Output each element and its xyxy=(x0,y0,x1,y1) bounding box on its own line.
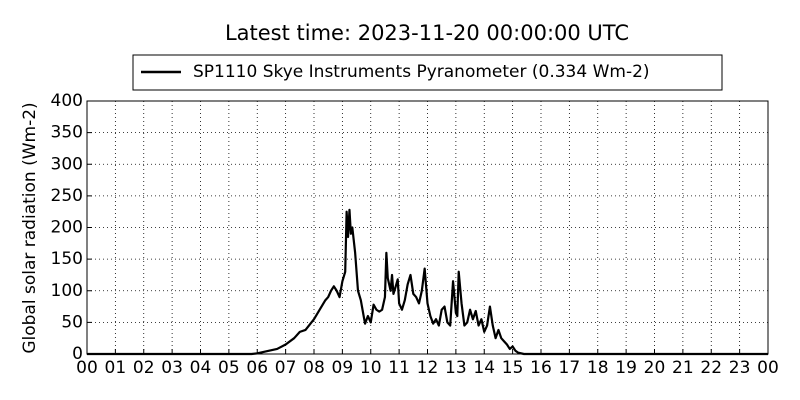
x-tick-label: 00 xyxy=(757,358,779,378)
x-tick-label: 19 xyxy=(615,358,637,378)
y-tick-label: 350 xyxy=(51,123,83,143)
x-tick-label: 03 xyxy=(161,358,183,378)
x-tick-label: 01 xyxy=(105,358,127,378)
plot-frame xyxy=(86,100,769,355)
x-tick-label: 20 xyxy=(644,358,666,378)
y-tick-label: 300 xyxy=(51,154,83,174)
x-tick-label: 04 xyxy=(190,358,212,378)
x-tick-label: 13 xyxy=(445,358,467,378)
x-tick-label: 00 xyxy=(76,358,98,378)
x-tick-label: 09 xyxy=(332,358,354,378)
y-axis-label: Global solar radiation (Wm-2) xyxy=(20,102,40,353)
x-tick-label: 21 xyxy=(672,358,694,378)
x-tick-label: 05 xyxy=(218,358,240,378)
legend-box xyxy=(132,54,723,91)
x-tick-label: 18 xyxy=(587,358,609,378)
y-tick-label: 50 xyxy=(61,312,83,332)
x-tick-label: 02 xyxy=(133,358,155,378)
y-tick-label: 100 xyxy=(51,281,83,301)
y-tick-label: 150 xyxy=(51,249,83,269)
chart-title: Latest time: 2023-11-20 00:00:00 UTC xyxy=(225,21,629,45)
x-tick-label: 14 xyxy=(473,358,495,378)
data-line xyxy=(87,208,768,356)
x-tick-label: 12 xyxy=(417,358,439,378)
y-tick-label: 200 xyxy=(51,218,83,238)
x-tick-label: 08 xyxy=(303,358,325,378)
legend-label: SP1110 Skye Instruments Pyranometer (0.3… xyxy=(193,62,650,82)
x-tick-label: 17 xyxy=(559,358,581,378)
y-tick-label: 0 xyxy=(72,344,83,364)
x-tick-label: 07 xyxy=(275,358,297,378)
y-tick-label: 400 xyxy=(51,91,83,111)
x-tick-label: 22 xyxy=(700,358,722,378)
x-tick-label: 10 xyxy=(360,358,382,378)
x-tick-label: 23 xyxy=(729,358,751,378)
x-tick-label: 16 xyxy=(530,358,552,378)
x-tick-label: 06 xyxy=(246,358,268,378)
y-tick-label: 250 xyxy=(51,186,83,206)
x-tick-label: 15 xyxy=(502,358,524,378)
x-tick-label: 11 xyxy=(388,358,410,378)
